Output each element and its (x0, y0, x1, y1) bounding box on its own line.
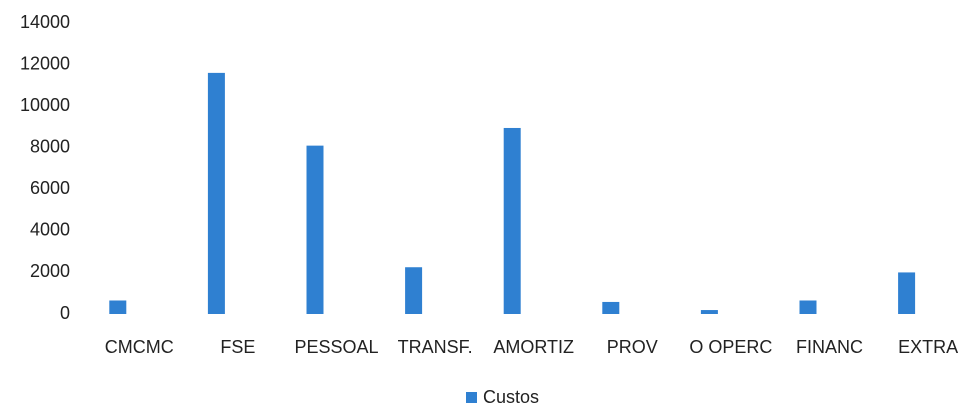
bar (405, 267, 423, 314)
x-tick-label: AMORTIZ (493, 337, 574, 357)
y-tick-label: 12000 (20, 53, 70, 73)
legend-swatch (466, 392, 477, 403)
bar (898, 272, 916, 314)
bar (109, 300, 127, 314)
x-tick-label: PROV (607, 337, 658, 357)
y-tick-label: 8000 (30, 136, 70, 156)
x-tick-label: O OPERC (689, 337, 772, 357)
x-tick-label: TRANSF. (398, 337, 473, 357)
y-tick-label: 6000 (30, 178, 70, 198)
bar (602, 301, 620, 314)
x-tick-label: FINANC (796, 337, 863, 357)
y-tick-label: 10000 (20, 95, 70, 115)
bar (207, 72, 225, 314)
x-tick-label: EXTRA (898, 337, 958, 357)
x-tick-label: FSE (220, 337, 255, 357)
y-tick-label: 2000 (30, 261, 70, 281)
legend-label: Custos (483, 387, 539, 407)
y-tick-label: 0 (60, 303, 70, 323)
bar (700, 310, 718, 314)
bar (799, 300, 817, 314)
y-tick-label: 4000 (30, 220, 70, 240)
bar (306, 145, 324, 314)
y-tick-label: 14000 (20, 12, 70, 32)
bar (503, 127, 521, 314)
x-tick-label: PESSOAL (294, 337, 378, 357)
x-tick-label: CMCMC (105, 337, 174, 357)
